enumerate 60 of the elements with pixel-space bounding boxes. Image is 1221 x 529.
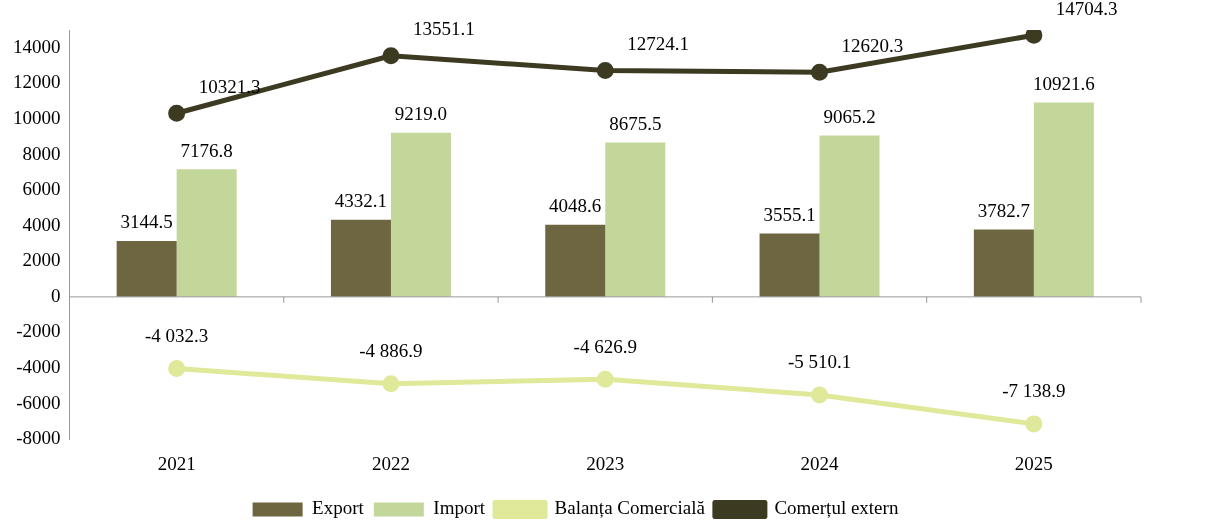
data-label: 10921.6	[1032, 73, 1095, 95]
x-tick-label: 2023	[586, 452, 625, 474]
data-label: 14704.3	[1055, 0, 1118, 19]
data-label: 13551.1	[412, 18, 475, 40]
point	[382, 375, 400, 393]
data-label: 12620.3	[841, 34, 904, 56]
legend-label: Comerțul extern	[774, 497, 899, 519]
legend-label: Import	[433, 497, 486, 519]
legend-label: Balanța Comercială	[554, 497, 706, 519]
y-tick-label: 2000	[22, 249, 61, 271]
x-tick-label: 2024	[800, 452, 840, 474]
point	[168, 360, 186, 378]
y-tick-label: 0	[51, 284, 61, 306]
data-label: 12724.1	[627, 32, 689, 54]
y-tick-label: 12000	[13, 71, 61, 93]
y-tick-label: -2000	[16, 320, 61, 342]
bar	[390, 132, 451, 297]
data-label: -5 510.1	[787, 351, 852, 373]
point	[811, 386, 829, 404]
data-label: 9219.0	[394, 103, 448, 125]
x-tick-label: 2025	[1014, 452, 1053, 474]
point	[596, 370, 614, 388]
bar	[330, 219, 391, 297]
bar	[545, 224, 606, 297]
y-tick-label: 8000	[22, 142, 61, 164]
y-tick-label: 6000	[22, 178, 61, 200]
data-label: 4332.1	[334, 190, 388, 212]
data-label: 3555.1	[763, 204, 816, 226]
bar	[1033, 102, 1094, 297]
data-label: 4048.6	[549, 195, 602, 217]
data-label: 7176.8	[180, 139, 233, 161]
bar	[819, 135, 880, 297]
y-tick-label: 4000	[22, 213, 61, 235]
y-tick-label: -6000	[16, 391, 61, 413]
x-tick-label: 2021	[157, 452, 196, 474]
data-label: -4 626.9	[573, 335, 637, 357]
y-tick-label: 14000	[13, 35, 61, 57]
data-label: 10321.3	[198, 75, 261, 97]
point	[1025, 415, 1043, 433]
data-label: 3782.7	[977, 200, 1030, 222]
data-label: 3144.5	[120, 211, 173, 233]
data-label: -7 138.9	[1002, 380, 1066, 402]
y-tick-label: -8000	[16, 427, 61, 449]
point	[596, 61, 614, 79]
point	[168, 104, 186, 122]
point	[382, 47, 400, 65]
data-label: 8675.5	[609, 113, 662, 135]
legend-label: Export	[312, 497, 365, 519]
bar	[176, 169, 237, 297]
x-tick-label: 2022	[371, 452, 410, 474]
y-tick-label: -4000	[16, 356, 61, 378]
bar	[116, 240, 177, 297]
bar	[973, 229, 1034, 297]
data-label: 9065.2	[823, 106, 876, 128]
data-label: -4 886.9	[359, 340, 423, 362]
bar	[759, 233, 820, 297]
bar	[605, 142, 666, 297]
point	[811, 63, 829, 81]
data-label: -4 032.3	[144, 325, 209, 347]
y-tick-label: 10000	[13, 106, 61, 128]
